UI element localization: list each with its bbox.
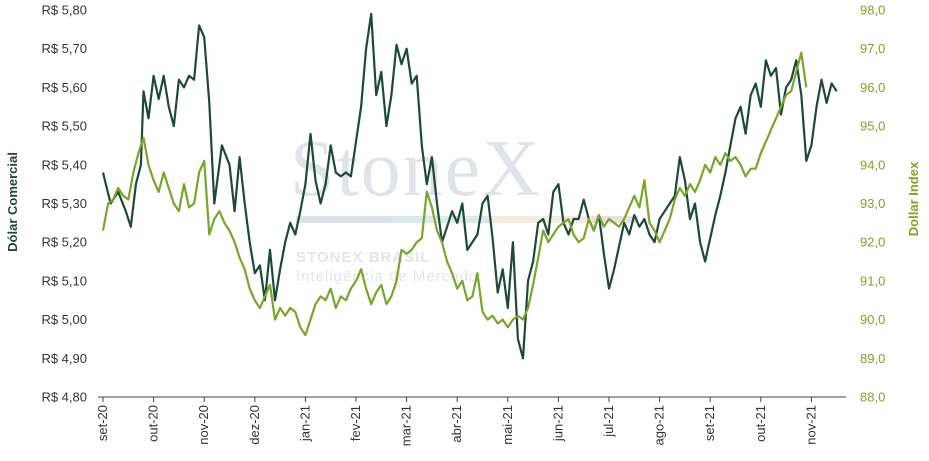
watermark-line1: STONEX BRASIL — [296, 249, 430, 266]
x-tick-label: fev-21 — [348, 405, 363, 441]
left-tick-label: R$ 5,10 — [41, 273, 87, 288]
watermark-bar-1 — [296, 216, 392, 223]
left-tick-label: R$ 5,30 — [41, 196, 87, 211]
series-line-dollar-index — [101, 51, 808, 337]
left-axis-ticks: R$ 5,80 R$ 5,70 R$ 5,60 R$ 5,50 R$ 5,40 R$ 5,… — [41, 3, 87, 405]
left-tick-label: R$ 5,50 — [41, 119, 87, 134]
left-tick-label: R$ 5,20 — [41, 235, 87, 250]
watermark-bar-4 — [592, 216, 638, 223]
x-axis-ticks: set-20 out-20 nov-20 dez-20 jan-21 fev-21 mar-… — [95, 397, 818, 446]
x-tick-label: ago-21 — [652, 405, 667, 445]
left-tick-label: R$ 5,40 — [41, 157, 87, 172]
x-tick-label: out-21 — [753, 405, 768, 442]
left-tick-label: R$ 4,90 — [41, 351, 87, 366]
right-tick-label: 89,0 — [860, 351, 885, 366]
right-tick-label: 92,0 — [860, 235, 885, 250]
series-layer — [101, 12, 838, 360]
x-tick-label: jan-21 — [297, 405, 312, 442]
x-tick-label: nov-20 — [196, 405, 211, 445]
x-tick-label: mar-21 — [399, 405, 414, 446]
watermark-brand: StoneX — [290, 125, 542, 213]
x-tick-label: set-21 — [702, 405, 717, 441]
watermark: StoneX STONEX BRASIL Inteligência de Mer… — [290, 125, 638, 285]
right-tick-label: 96,0 — [860, 80, 885, 95]
right-tick-label: 97,0 — [860, 41, 885, 56]
x-tick-label: jul-21 — [601, 405, 616, 438]
right-axis-title: Dollar Index — [906, 161, 921, 236]
right-tick-label: 94,0 — [860, 157, 885, 172]
watermark-line2: Inteligência de Mercado — [296, 268, 478, 285]
x-tick-label: mai-21 — [500, 405, 515, 445]
x-tick-label: out-20 — [146, 405, 161, 442]
right-tick-label: 91,0 — [860, 273, 885, 288]
right-axis-ticks: 98,0 97,0 96,0 95,0 94,0 93,0 92,0 91,0 90,0 89,0… — [860, 3, 885, 405]
x-tick-label: abr-21 — [449, 405, 464, 443]
left-tick-label: R$ 5,80 — [41, 3, 87, 18]
x-tick-label: jun-21 — [550, 405, 565, 442]
series-line-dolar-comercial — [101, 12, 838, 360]
x-tick-label: set-20 — [95, 405, 110, 441]
right-tick-label: 88,0 — [860, 390, 885, 405]
left-axis-title: Dólar Comercial — [5, 152, 20, 252]
left-tick-label: R$ 5,60 — [41, 80, 87, 95]
watermark-bar-2 — [392, 216, 492, 223]
right-tick-label: 95,0 — [860, 119, 885, 134]
right-tick-label: 93,0 — [860, 196, 885, 211]
left-tick-label: R$ 4,80 — [41, 390, 87, 405]
right-tick-label: 90,0 — [860, 312, 885, 327]
x-tick-label: nov-21 — [803, 405, 818, 445]
x-tick-label: dez-20 — [247, 405, 262, 445]
left-tick-label: R$ 5,70 — [41, 41, 87, 56]
right-tick-label: 98,0 — [860, 3, 885, 18]
left-tick-label: R$ 5,00 — [41, 312, 87, 327]
